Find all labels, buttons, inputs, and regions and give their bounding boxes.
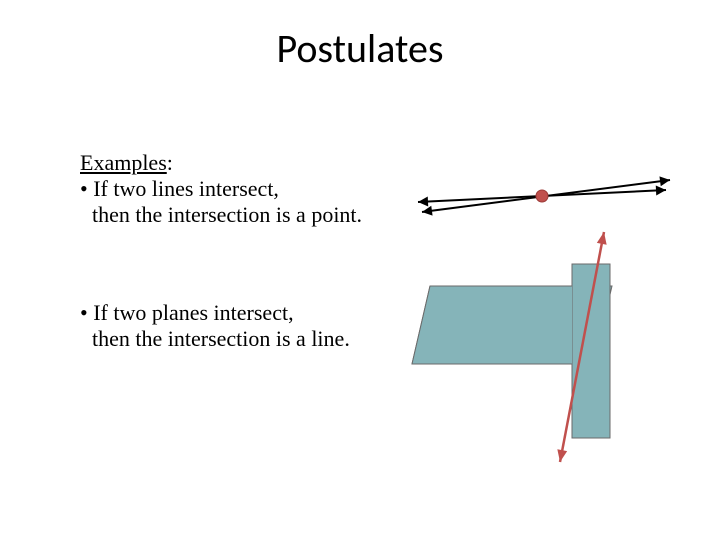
slide-title: Postulates [0, 24, 720, 73]
example1-line2: then the intersection is a point. [92, 202, 362, 228]
examples-label: Examples [80, 150, 167, 175]
example2-text-b: then the intersection is a line. [92, 326, 350, 351]
example2-text-a: If two planes intersect, [93, 300, 293, 325]
example2-line2: then the intersection is a line. [92, 326, 350, 352]
example1-line1: • If two lines intersect, [80, 176, 279, 202]
bullet-icon: • [80, 300, 88, 325]
example2-line1: • If two planes intersect, [80, 300, 294, 326]
examples-heading: Examples: [80, 150, 173, 176]
intersecting-planes-figure [412, 224, 672, 484]
example1-text-b: then the intersection is a point. [92, 202, 362, 227]
examples-colon: : [167, 150, 173, 175]
example1-text-a: If two lines intersect, [93, 176, 279, 201]
bullet-icon: • [80, 176, 88, 201]
